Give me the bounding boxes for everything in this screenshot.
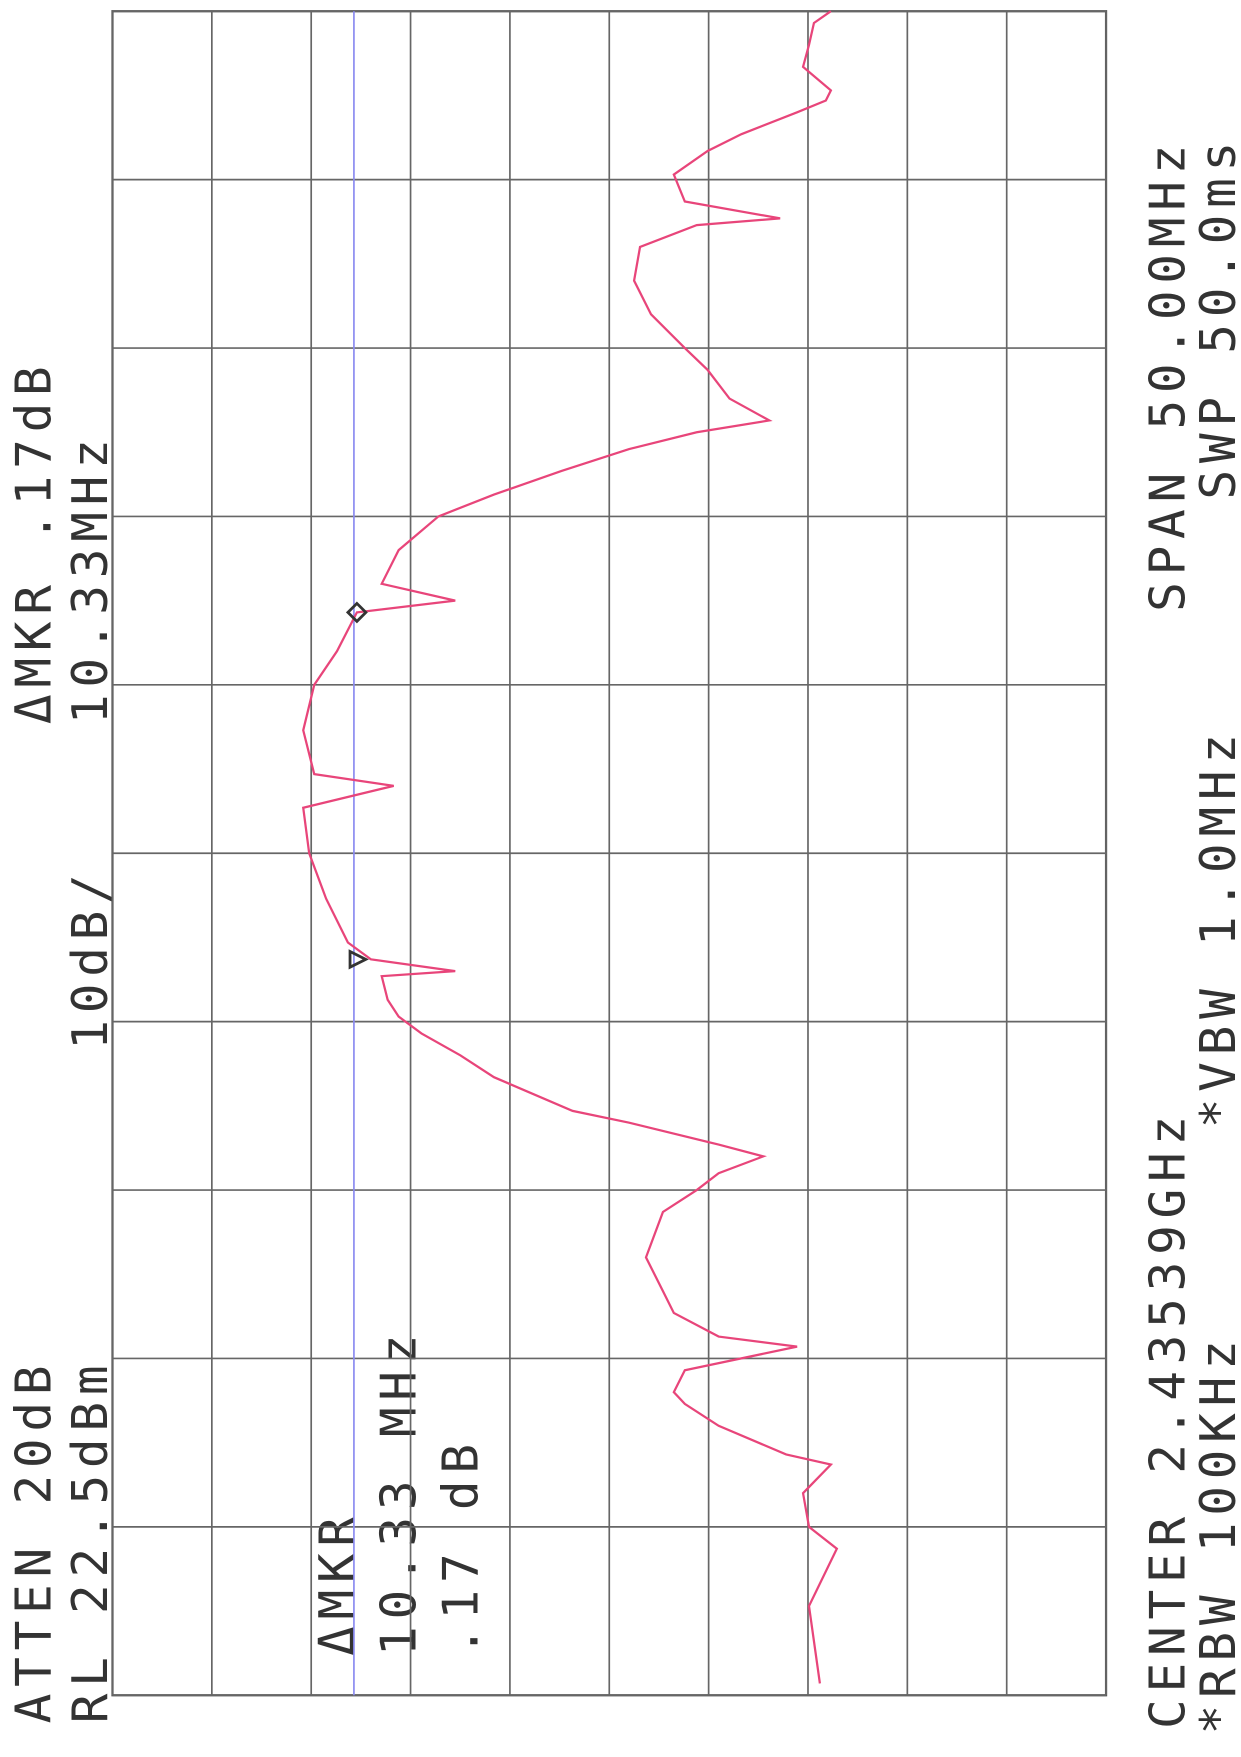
delta-marker-label: ΔMKR <box>308 1510 366 1656</box>
marker <box>348 949 369 970</box>
span-label: SPAN 50.00MHz <box>1139 138 1197 612</box>
delta-freq-label: 10.33MHz <box>61 432 119 724</box>
rbw-label: *RBW 100KHz <box>1189 1333 1241 1734</box>
marker <box>345 601 368 624</box>
atten-label: ATTEN 20dB <box>5 1359 63 1724</box>
delta-amp-label: .17 dB <box>431 1437 489 1656</box>
scale-label: 10dB/ <box>61 867 119 1049</box>
ref-level-label: RL 22.5dBm <box>61 1359 119 1724</box>
delta-freq-label: 10.33 MHz <box>370 1328 428 1656</box>
delta-marker-label: ΔMKR .17dB <box>5 360 63 725</box>
center-label: CENTER 2.43539GHz <box>1139 1109 1197 1729</box>
trace <box>301 10 839 1684</box>
vbw-label: *VBW 1.0MHz <box>1189 727 1241 1128</box>
sweep-label: SWP 50.0ms <box>1189 135 1241 500</box>
